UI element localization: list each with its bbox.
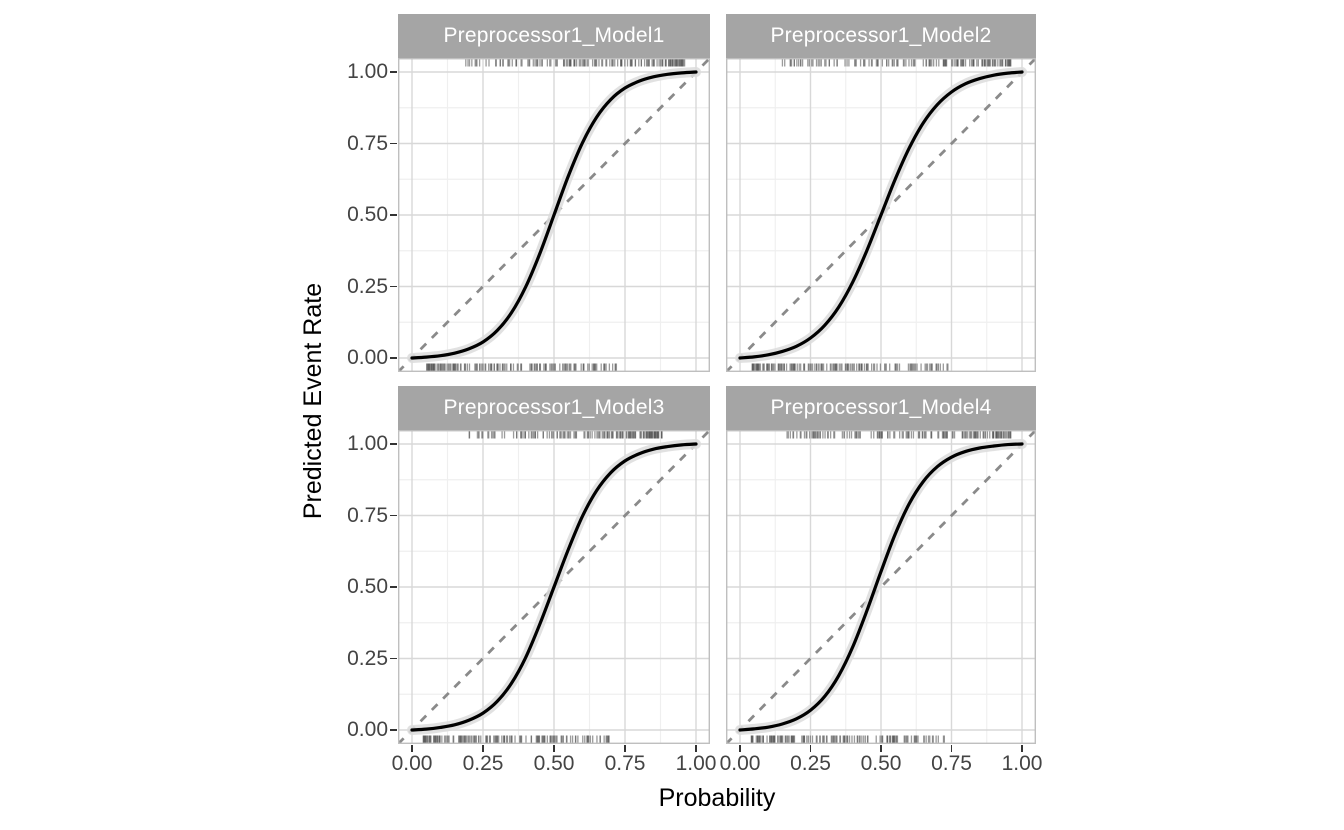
rug-bottom	[422, 735, 610, 744]
x-tick-label: 0.50	[533, 752, 575, 775]
facet-preprocessor1-model4: Preprocessor1_Model4	[726, 386, 1036, 744]
x-axis-tick-mark	[411, 745, 413, 752]
y-axis-tick-mark	[390, 285, 397, 288]
facet-preprocessor1-model2: Preprocessor1_Model2	[726, 14, 1036, 372]
y-axis-tick-mark	[390, 586, 397, 588]
y-axis-tick-mark	[390, 443, 397, 445]
panel-border	[398, 430, 710, 744]
facet-strip-title: Preprocessor1_Model1	[398, 14, 710, 58]
rug-bottom	[426, 363, 618, 372]
grid-major	[726, 58, 1036, 372]
facet-strip-title: Preprocessor1_Model4	[726, 386, 1036, 430]
x-axis-tick-mark	[1021, 745, 1023, 752]
x-axis-tick-mark	[624, 745, 626, 752]
identity-reference-line	[398, 430, 710, 744]
y-axis-tick-mark	[390, 514, 397, 517]
x-tick-label: 0.75	[931, 752, 972, 775]
panel-border	[726, 430, 1036, 744]
y-axis-tick-mark	[390, 214, 397, 216]
x-axis-tick-mark	[880, 745, 882, 752]
y-tick-label: 0.00	[347, 718, 388, 741]
y-tick-label: 0.00	[347, 346, 388, 369]
y-tick-label: 0.25	[347, 274, 388, 298]
y-axis-tick-mark	[390, 71, 397, 73]
x-tick-label: 0.00	[391, 752, 433, 775]
rug-bottom	[750, 735, 945, 744]
calibration-curve	[738, 70, 1024, 360]
facet-strip-title: Preprocessor1_Model2	[726, 14, 1036, 58]
panel-border	[398, 58, 710, 372]
y-axis-tick-mark	[390, 657, 397, 660]
facet-preprocessor1-model1: Preprocessor1_Model1	[398, 14, 710, 372]
x-tick-label: 0.00	[719, 752, 761, 775]
y-axis-tick-mark	[390, 729, 397, 731]
rug-top	[786, 430, 1012, 439]
facet-strip-title: Preprocessor1_Model3	[398, 386, 710, 430]
y-tick-label: 1.00	[347, 432, 388, 455]
x-axis-tick-mark	[809, 745, 812, 752]
panel-preprocessor1-model3	[398, 430, 710, 744]
y-tick-label: 0.50	[347, 203, 388, 226]
panel-preprocessor1-model2	[726, 58, 1036, 372]
y-tick-label: 0.75	[347, 131, 388, 155]
facet-preprocessor1-model3: Preprocessor1_Model3	[398, 386, 710, 744]
calibration-curve	[410, 70, 698, 360]
x-tick-label: 0.25	[462, 752, 504, 775]
calibration-curve	[738, 442, 1024, 732]
rug-top	[465, 58, 686, 67]
x-axis-tick-mark	[739, 745, 741, 752]
x-tick-label: 0.25	[790, 752, 831, 775]
y-tick-label: 1.00	[347, 60, 388, 83]
panel-preprocessor1-model1	[398, 58, 710, 372]
x-axis-tick-mark	[553, 745, 555, 752]
y-tick-label: 0.50	[347, 575, 388, 598]
x-axis-title: Probability	[658, 784, 776, 812]
x-axis-tick-mark	[482, 745, 484, 752]
x-tick-label: 1.00	[675, 752, 717, 775]
identity-reference-line	[398, 58, 710, 372]
x-tick-label: 1.00	[1001, 752, 1043, 775]
y-axis-tick-mark	[390, 142, 397, 145]
rug-top	[468, 430, 663, 439]
panel-preprocessor1-model4	[726, 430, 1036, 744]
x-tick-label: 0.50	[860, 752, 902, 775]
x-axis-tick-mark	[950, 745, 953, 752]
y-tick-label: 0.25	[347, 646, 388, 670]
calibration-curve	[410, 442, 698, 732]
rug-top	[781, 58, 1012, 67]
y-axis-tick-mark	[390, 357, 397, 359]
rug-bottom	[751, 363, 949, 372]
x-axis-tick-mark	[695, 745, 697, 752]
y-tick-label: 0.75	[347, 503, 388, 527]
panel-border	[726, 58, 1036, 372]
x-tick-label: 0.75	[604, 752, 646, 775]
